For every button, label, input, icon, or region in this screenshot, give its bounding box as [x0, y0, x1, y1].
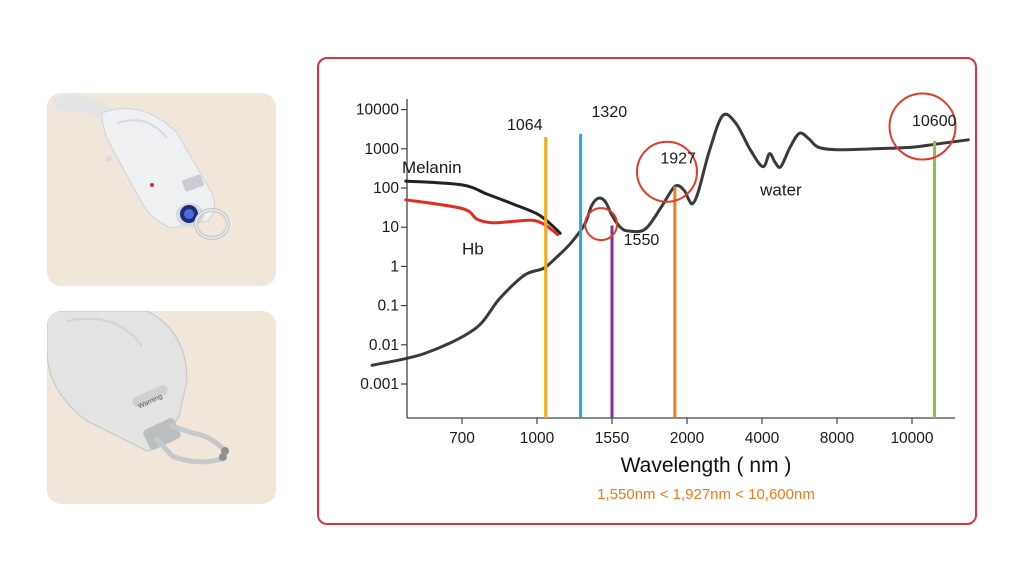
marker-label-1927: 1927	[660, 151, 696, 168]
x-tick-label: 1000	[520, 430, 555, 447]
y-tick-label: 1	[390, 258, 399, 275]
x-tick-label: 2000	[670, 430, 705, 447]
handpiece-photo-ring-tip	[47, 93, 276, 286]
y-tick-label: 0.01	[369, 337, 399, 354]
series-label-water: water	[759, 180, 802, 199]
wavelength-comparison-subtitle: 1,550nm < 1,927nm < 10,600nm	[597, 486, 815, 503]
handpiece-ring-illustration	[54, 94, 230, 240]
x-axis-title: Wavelength ( nm )	[621, 454, 792, 477]
series-line-melanin	[404, 179, 562, 235]
handpiece-photo-fork-tip: Warning	[47, 311, 276, 504]
series-line-water	[370, 112, 970, 367]
y-tick-label: 0.1	[377, 298, 399, 315]
handpiece-fork-illustration: Warning	[47, 311, 229, 465]
y-tick-label: 10	[382, 219, 400, 236]
series-line-hb	[404, 198, 559, 236]
y-tick-label: 10000	[356, 102, 399, 119]
x-tick-label: 10000	[890, 430, 933, 447]
absorption-chart-panel: 10000 1000 100 10 1 0.1 0.01 0.001 700 1000 1550 20…	[317, 57, 977, 525]
y-tick-label: 1000	[365, 141, 400, 158]
highlight-circle-10600	[888, 92, 957, 161]
x-tick-label: 1550	[595, 430, 630, 447]
series-label-melanin: Melanin	[402, 158, 462, 177]
x-tick-label: 700	[449, 430, 475, 447]
marker-label-1550: 1550	[624, 232, 660, 249]
marker-label-1064: 1064	[507, 117, 543, 134]
highlight-circle-1550	[584, 207, 619, 242]
series-label-hb: Hb	[462, 240, 484, 259]
y-tick-label: 0.001	[360, 376, 399, 393]
x-tick-label: 4000	[745, 430, 780, 447]
x-tick-label: 8000	[820, 430, 855, 447]
marker-label-1320: 1320	[592, 104, 628, 121]
marker-label-10600: 10600	[912, 113, 957, 130]
highlight-circle-1927	[636, 140, 698, 203]
absorption-chart: 10000 1000 100 10 1 0.1 0.01 0.001 700 1000 1550 20…	[356, 92, 970, 503]
y-tick-label: 100	[373, 180, 399, 197]
